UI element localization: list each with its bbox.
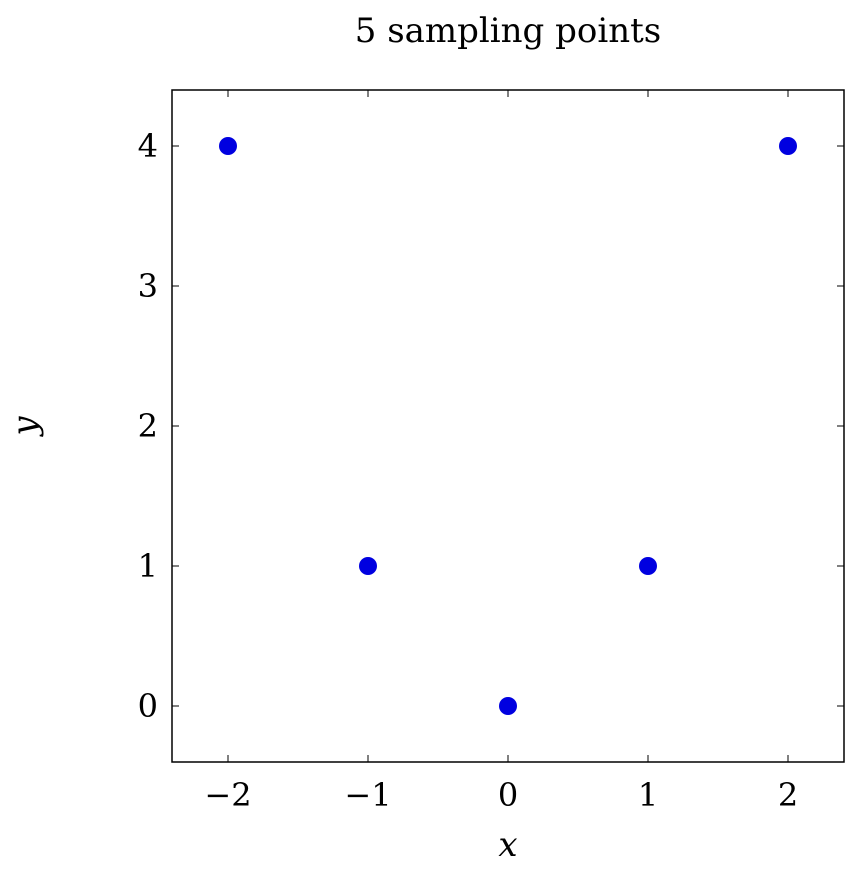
- x-axis-label: x: [498, 825, 517, 865]
- x-tick-label: −2: [204, 776, 251, 814]
- plot-frame: [171, 89, 845, 763]
- data-point: [779, 137, 797, 155]
- data-point: [219, 137, 237, 155]
- data-point: [359, 557, 377, 575]
- x-tick-label: 1: [638, 776, 658, 814]
- y-tick-label: 2: [138, 407, 158, 445]
- chart-title: 5 sampling points: [355, 11, 662, 51]
- data-points: [219, 137, 797, 715]
- axis-ticks: [172, 90, 844, 762]
- y-tick-label: 1: [138, 547, 158, 585]
- x-tick-label: 0: [498, 776, 518, 814]
- y-tick-label: 3: [138, 267, 158, 305]
- y-tick-label: 0: [138, 687, 158, 725]
- data-point: [499, 697, 517, 715]
- y-tick-label: 4: [138, 127, 158, 165]
- x-tick-label: −1: [344, 776, 391, 814]
- x-tick-label: 2: [778, 776, 798, 814]
- y-axis-label: y: [5, 416, 45, 438]
- data-point: [639, 557, 657, 575]
- tick-labels: −2 −1 0 1 2 0 1 2 3 4: [138, 127, 799, 814]
